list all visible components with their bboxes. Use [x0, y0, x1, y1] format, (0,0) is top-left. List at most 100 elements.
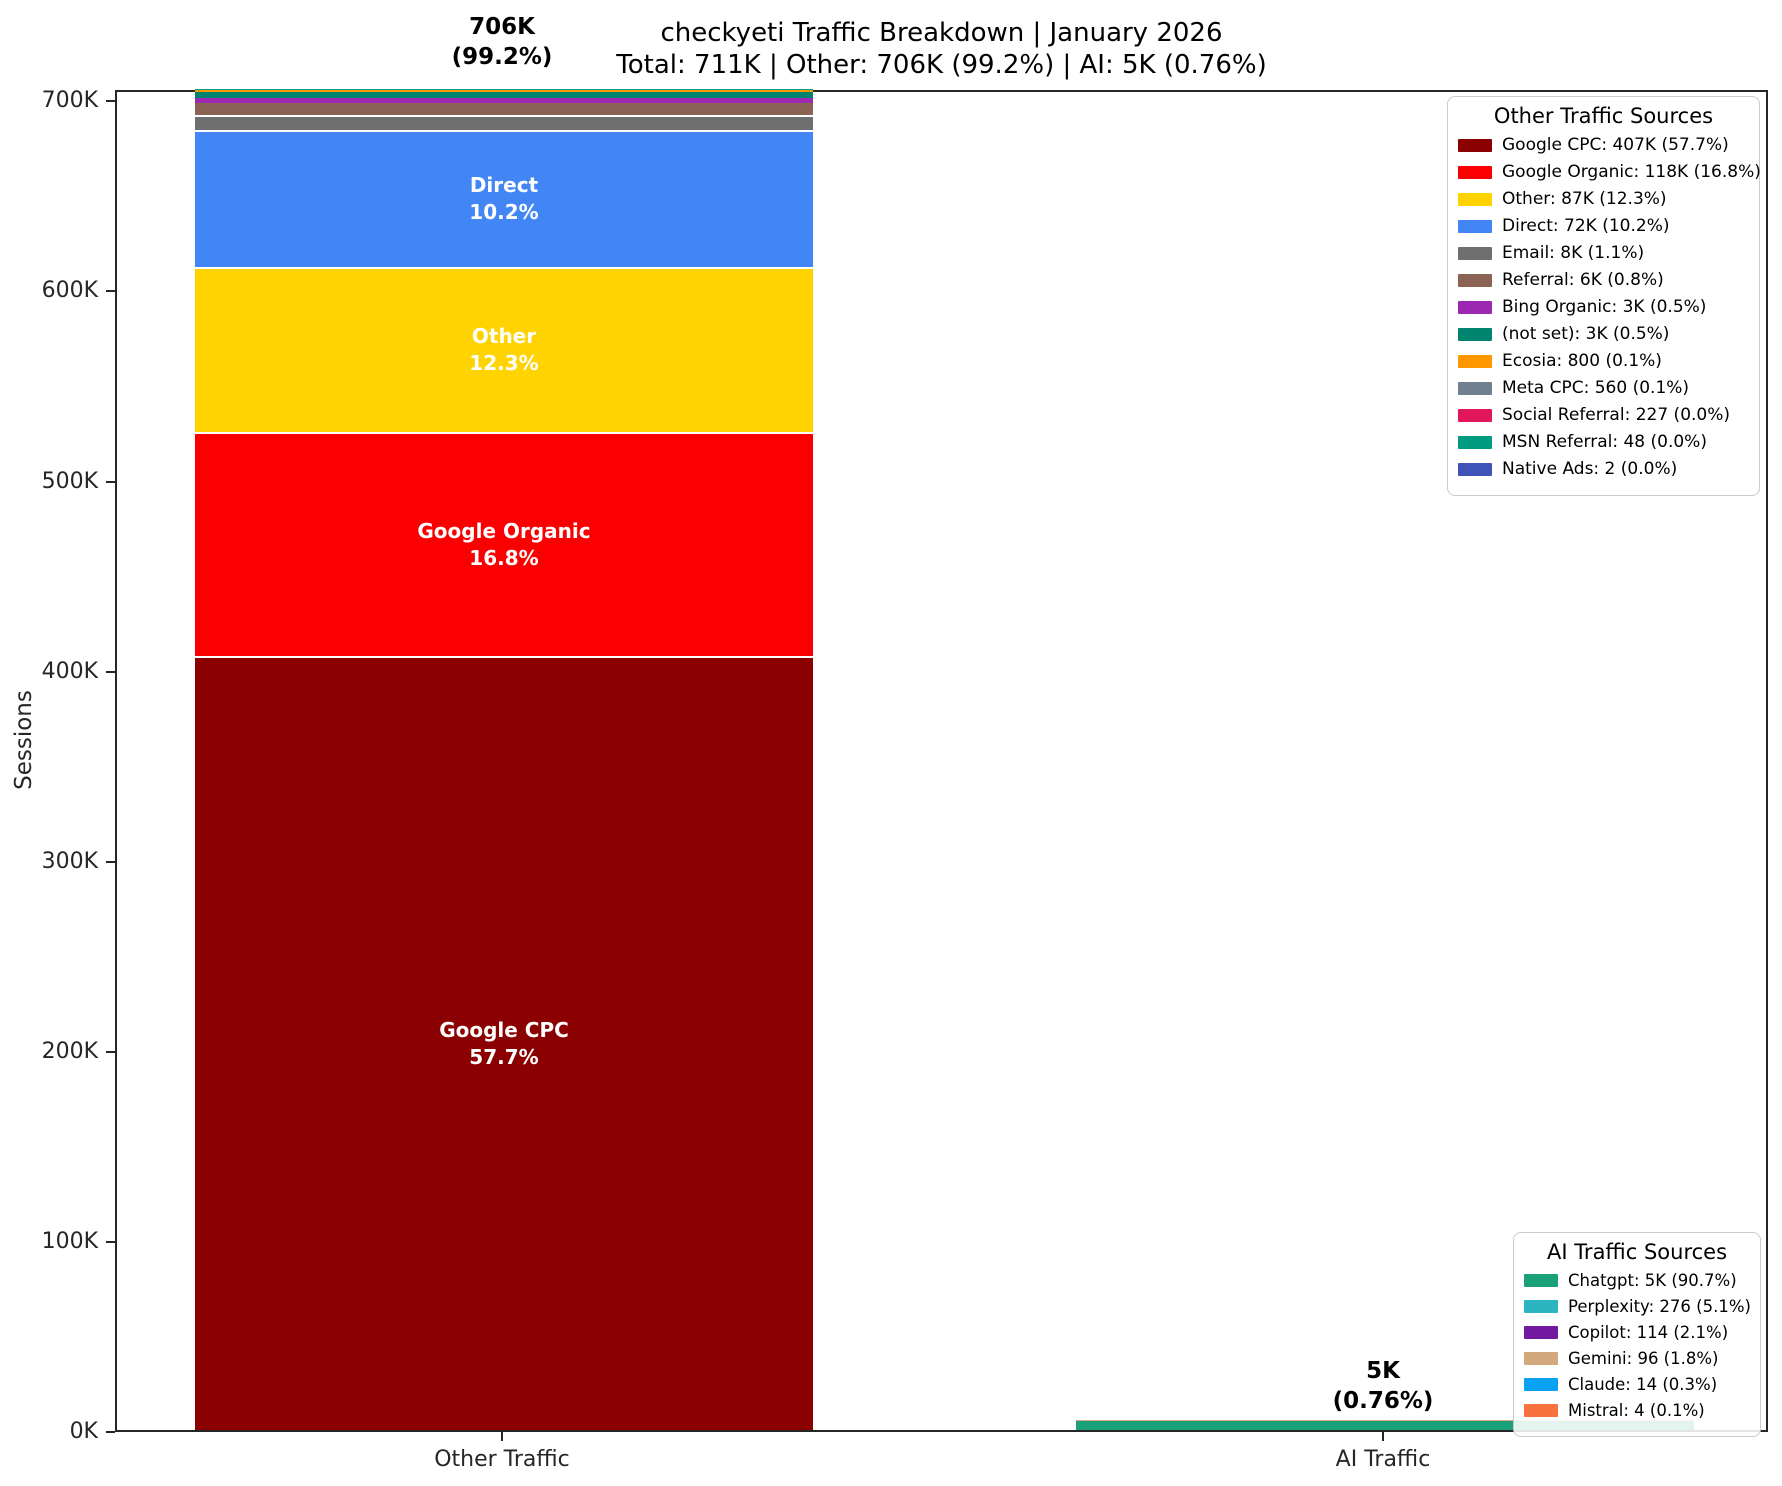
legend-swatch — [1458, 138, 1492, 152]
legend-swatch — [1524, 1352, 1558, 1365]
y-tick-mark — [106, 480, 115, 483]
bar-segment-label: Google Organic 16.8% — [417, 518, 590, 572]
legend-swatch — [1458, 219, 1492, 233]
legend-label: Google Organic: 118K (16.8%) — [1502, 162, 1761, 182]
legend-swatch — [1458, 408, 1492, 422]
legend-swatch — [1458, 381, 1492, 395]
legend-label: Gemini: 96 (1.8%) — [1568, 1349, 1719, 1368]
y-tick-label: 300K — [41, 848, 98, 874]
legend-label: Bing Organic: 3K (0.5%) — [1502, 297, 1707, 317]
plot-area: Google CPC 57.7% Google Organic 16.8% Other 1… — [115, 88, 1768, 1432]
legend-items: Google CPC: 407K (57.7%) Google Organic: … — [1458, 135, 1761, 479]
legend-label: Claude: 14 (0.3%) — [1568, 1375, 1718, 1394]
bar-total-label-line: (99.2%) — [451, 44, 553, 71]
legend-swatch — [1458, 246, 1492, 260]
legend-item-social-referral: Social Referral: 227 (0.0%) — [1458, 405, 1749, 425]
bar-segment-google-cpc: Google CPC 57.7% — [195, 656, 813, 1430]
bar-total-label: 706K (99.2%) — [332, 12, 672, 73]
legend-label: Ecosia: 800 (0.1%) — [1502, 351, 1662, 371]
legend-label: Social Referral: 227 (0.0%) — [1502, 405, 1731, 425]
legend-swatch — [1524, 1274, 1558, 1287]
legend-item-bing-organic: Bing Organic: 3K (0.5%) — [1458, 297, 1749, 317]
bar-total-label-line: 706K — [469, 14, 535, 40]
bar-segment-label-line: 57.7% — [469, 1045, 539, 1070]
bar-segment-label-line: Direct — [469, 173, 539, 198]
legend-swatch — [1458, 462, 1492, 476]
legend-label: Perplexity: 276 (5.1%) — [1568, 1297, 1751, 1316]
legend-item-perplexity: Perplexity: 276 (5.1%) — [1524, 1297, 1751, 1316]
y-tick-label: 500K — [41, 468, 98, 494]
legend-swatch — [1524, 1300, 1558, 1313]
legend-item-referral: Referral: 6K (0.8%) — [1458, 270, 1749, 290]
bar-segment-label: Direct 10.2% — [469, 172, 538, 226]
bar-segment-direct: Direct 10.2% — [195, 129, 813, 267]
bar-segment-email — [195, 114, 813, 130]
x-tick-mark — [1382, 1432, 1384, 1441]
legend-item-native-ads: Native Ads: 2 (0.0%) — [1458, 459, 1749, 479]
legend-swatch — [1458, 165, 1492, 179]
legend-label: Copilot: 114 (2.1%) — [1568, 1323, 1729, 1342]
bar-segment-other: Other 12.3% — [195, 266, 813, 433]
bar-total-label: 5K (0.76%) — [1213, 1356, 1553, 1417]
bar-segment-label-line: Google Organic — [417, 519, 591, 544]
legend-swatch — [1458, 435, 1492, 449]
legend-title: AI Traffic Sources — [1546, 1240, 1728, 1264]
y-tick-mark — [106, 860, 115, 863]
legend-label: Mistral: 4 (0.1%) — [1568, 1401, 1705, 1420]
legend-title: Other Traffic Sources — [1493, 104, 1714, 128]
bar-segment-chatgpt — [1076, 1420, 1694, 1430]
legend-swatch — [1458, 327, 1492, 341]
legend-label: Meta CPC: 560 (0.1%) — [1502, 378, 1690, 398]
bar-segment-label-line: Other — [471, 324, 537, 349]
legend-label: Google CPC: 407K (57.7%) — [1502, 135, 1729, 155]
legend-swatch — [1524, 1404, 1558, 1417]
legend-label: MSN Referral: 48 (0.0%) — [1502, 432, 1707, 452]
y-tick-mark — [106, 290, 115, 293]
bar-segment-label: Other 12.3% — [469, 323, 538, 377]
y-tick-mark — [106, 1240, 115, 1243]
bar-segment-google-organic: Google Organic 16.8% — [195, 432, 813, 657]
bar-total-label-line: 5K — [1366, 1357, 1400, 1384]
legend-item-mistral: Mistral: 4 (0.1%) — [1524, 1401, 1750, 1420]
legend-item-other: Other: 87K (12.3%) — [1458, 189, 1749, 209]
x-tick-mark — [501, 1432, 503, 1441]
y-tick-label: 600K — [41, 278, 98, 304]
y-tick-mark — [106, 670, 115, 673]
bar-segment-label-line: Google CPC — [439, 1018, 569, 1043]
legend-swatch — [1524, 1378, 1558, 1391]
y-axis-label: Sessions — [11, 690, 37, 790]
legend-label: Referral: 6K (0.8%) — [1502, 270, 1664, 290]
bar-segment-referral — [195, 103, 813, 115]
legend-item-claude: Claude: 14 (0.3%) — [1524, 1375, 1750, 1394]
bar-segment-not-set — [195, 91, 813, 98]
bar-segment-perplexity — [1076, 1420, 1694, 1421]
legend-item-chatgpt: Chatgpt: 5K (90.7%) — [1524, 1271, 1750, 1290]
y-tick-mark — [106, 1431, 115, 1433]
legend-item-email: Email: 8K (1.1%) — [1458, 243, 1749, 263]
legend-ai-traffic-sources: AI Traffic Sources Chatgpt: 5K (90.7%) Pe… — [1513, 1232, 1761, 1437]
legend-item-direct: Direct: 72K (10.2%) — [1458, 216, 1749, 236]
legend-swatch — [1458, 273, 1492, 287]
legend-swatch — [1458, 300, 1492, 314]
bar-segment-label: Google CPC 57.7% — [439, 1017, 569, 1071]
bar-segment-label-line: 12.3% — [469, 351, 539, 376]
y-tick-label: 200K — [41, 1038, 98, 1064]
y-tick-label: 400K — [41, 658, 98, 684]
legend-label: (not set): 3K (0.5%) — [1502, 324, 1670, 344]
legend-other-traffic-sources: Other Traffic Sources Google CPC: 407K (… — [1447, 96, 1761, 496]
y-tick-label: 100K — [41, 1228, 98, 1254]
y-tick-mark — [106, 100, 115, 103]
legend-item-gemini: Gemini: 96 (1.8%) — [1524, 1349, 1750, 1368]
x-tick-label-ai-traffic: AI Traffic — [1335, 1447, 1431, 1472]
legend-label: Email: 8K (1.1%) — [1502, 243, 1645, 263]
bar-segment-label-line: 10.2% — [469, 200, 539, 225]
bar-segment-ecosia — [195, 90, 813, 92]
chart-title: checkyeti Traffic Breakdown | January 20… — [660, 18, 1223, 48]
chart-subtitle: Total: 711K | Other: 706K (99.2%) | AI: … — [616, 50, 1267, 80]
bar-other-traffic: Google CPC 57.7% Google Organic 16.8% Other 1… — [195, 88, 813, 1430]
y-tick-label: 700K — [41, 88, 98, 114]
legend-item-ecosia: Ecosia: 800 (0.1%) — [1458, 351, 1749, 371]
bar-ai-traffic — [1076, 1419, 1694, 1430]
bar-segment-bing-organic — [195, 97, 813, 104]
